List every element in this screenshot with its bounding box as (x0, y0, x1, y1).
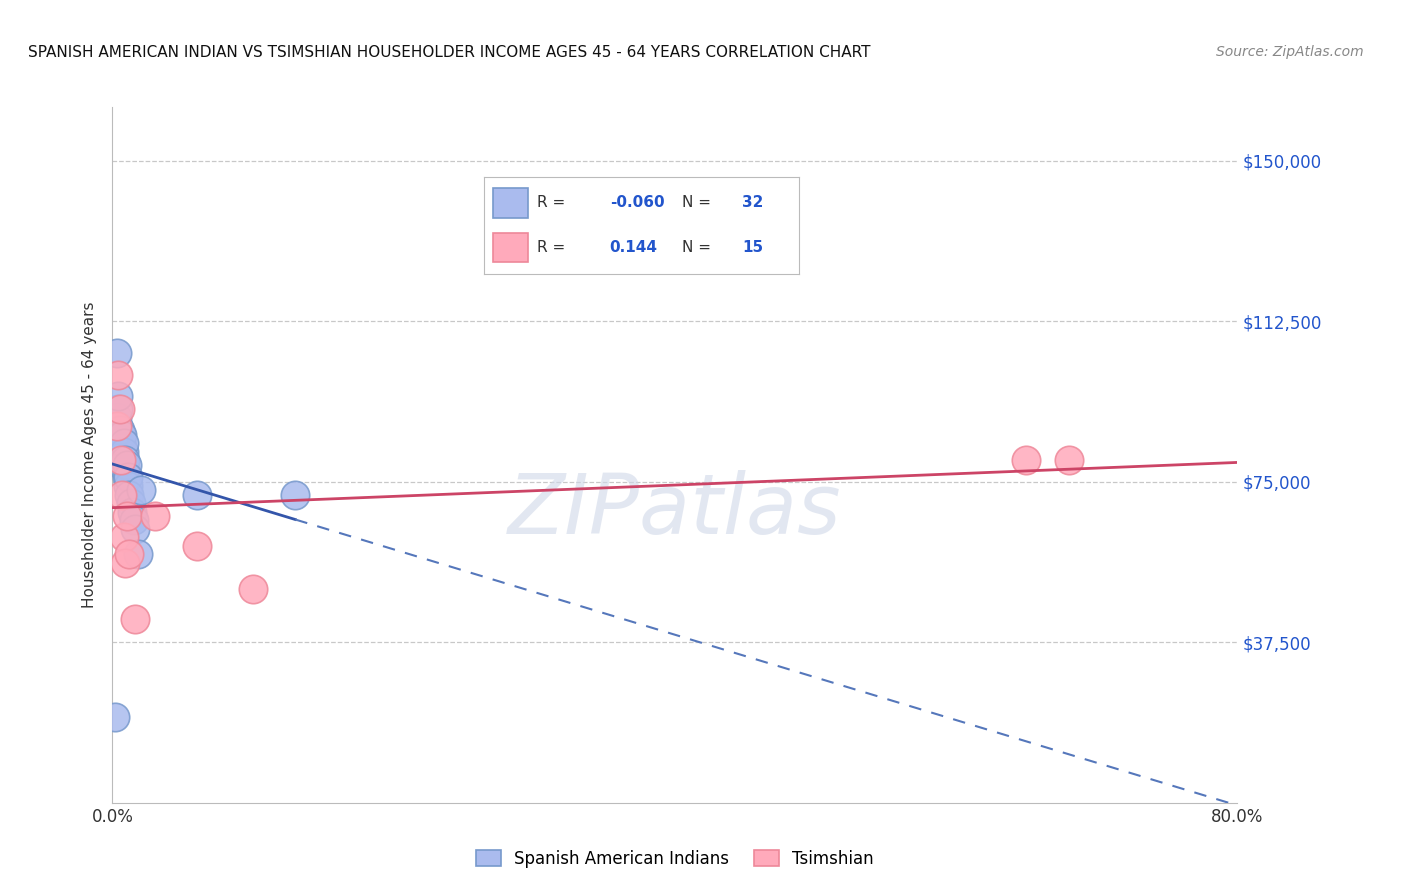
Point (112, 453, 135, 467)
Point (186, 539, 208, 553)
Point (111, 453, 134, 467)
Text: SPANISH AMERICAN INDIAN VS TSIMSHIAN HOUSEHOLDER INCOME AGES 45 - 64 YEARS CORRE: SPANISH AMERICAN INDIAN VS TSIMSHIAN HOU… (28, 45, 870, 60)
Point (107, 368, 129, 382)
Point (120, 496, 142, 510)
Point (108, 401, 131, 416)
Point (114, 556, 136, 570)
Point (105, 410, 128, 425)
Point (105, 346, 128, 360)
Point (121, 505, 143, 519)
Point (124, 522, 146, 536)
Point (124, 612, 146, 626)
Point (118, 487, 141, 501)
Point (107, 419, 129, 434)
Legend: Spanish American Indians, Tsimshian: Spanish American Indians, Tsimshian (470, 844, 880, 875)
Point (110, 444, 132, 458)
Point (105, 419, 128, 434)
Point (115, 470, 138, 484)
Point (112, 530, 135, 544)
Point (107, 389, 129, 403)
Point (104, 710, 127, 724)
Point (117, 479, 139, 493)
Point (1015, 453, 1038, 467)
Point (186, 487, 208, 501)
Point (114, 453, 136, 467)
Text: Source: ZipAtlas.com: Source: ZipAtlas.com (1216, 45, 1364, 59)
Y-axis label: Householder Income Ages 45 - 64 years: Householder Income Ages 45 - 64 years (82, 301, 97, 608)
Point (112, 436, 135, 450)
Text: ZIPatlas: ZIPatlas (508, 470, 842, 551)
Point (110, 453, 132, 467)
Point (284, 487, 307, 501)
Point (107, 401, 129, 416)
Point (143, 508, 166, 523)
Point (1057, 453, 1080, 467)
Point (110, 427, 132, 442)
Point (118, 548, 141, 562)
Point (129, 483, 152, 498)
Point (111, 487, 134, 501)
Point (112, 444, 135, 458)
Point (111, 427, 134, 442)
Point (115, 458, 138, 472)
Point (115, 508, 138, 523)
Point (111, 441, 134, 455)
Point (127, 548, 149, 562)
Point (117, 470, 139, 484)
Point (110, 436, 132, 450)
Point (122, 513, 145, 527)
Point (114, 462, 136, 476)
Point (242, 582, 264, 596)
Point (108, 423, 131, 437)
Point (108, 432, 131, 446)
